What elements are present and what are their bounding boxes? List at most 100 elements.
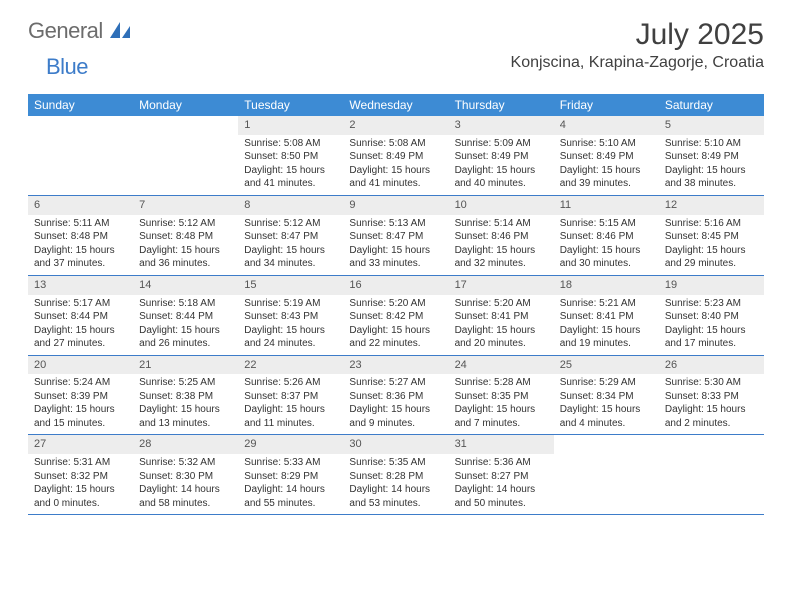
day-cell: 23Sunrise: 5:27 AMSunset: 8:36 PMDayligh… [343, 356, 448, 435]
daylight-text: Daylight: 15 hours and 7 minutes. [455, 403, 548, 430]
daylight-text: Daylight: 14 hours and 55 minutes. [244, 483, 337, 510]
day-content: Sunrise: 5:31 AMSunset: 8:32 PMDaylight:… [28, 454, 133, 514]
sunrise-text: Sunrise: 5:08 AM [349, 137, 442, 151]
day-cell: 16Sunrise: 5:20 AMSunset: 8:42 PMDayligh… [343, 276, 448, 355]
daylight-text: Daylight: 15 hours and 36 minutes. [139, 244, 232, 271]
day-number: 27 [28, 435, 133, 454]
day-number [133, 116, 238, 135]
week-row: 6Sunrise: 5:11 AMSunset: 8:48 PMDaylight… [28, 196, 764, 276]
day-number: 21 [133, 356, 238, 375]
sunset-text: Sunset: 8:46 PM [560, 230, 653, 244]
sunrise-text: Sunrise: 5:26 AM [244, 376, 337, 390]
day-cell: 15Sunrise: 5:19 AMSunset: 8:43 PMDayligh… [238, 276, 343, 355]
sunrise-text: Sunrise: 5:12 AM [244, 217, 337, 231]
title-block: July 2025 Konjscina, Krapina-Zagorje, Cr… [511, 18, 764, 72]
day-content: Sunrise: 5:10 AMSunset: 8:49 PMDaylight:… [659, 135, 764, 195]
sunset-text: Sunset: 8:36 PM [349, 390, 442, 404]
day-content: Sunrise: 5:12 AMSunset: 8:48 PMDaylight:… [133, 215, 238, 275]
day-cell: 31Sunrise: 5:36 AMSunset: 8:27 PMDayligh… [449, 435, 554, 514]
sunset-text: Sunset: 8:44 PM [139, 310, 232, 324]
day-number: 24 [449, 356, 554, 375]
day-cell: 14Sunrise: 5:18 AMSunset: 8:44 PMDayligh… [133, 276, 238, 355]
day-cell: 29Sunrise: 5:33 AMSunset: 8:29 PMDayligh… [238, 435, 343, 514]
day-number: 15 [238, 276, 343, 295]
week-row: 20Sunrise: 5:24 AMSunset: 8:39 PMDayligh… [28, 356, 764, 436]
sunrise-text: Sunrise: 5:33 AM [244, 456, 337, 470]
sunrise-text: Sunrise: 5:20 AM [349, 297, 442, 311]
month-title: July 2025 [511, 18, 764, 52]
daylight-text: Daylight: 15 hours and 2 minutes. [665, 403, 758, 430]
day-number: 29 [238, 435, 343, 454]
sunrise-text: Sunrise: 5:15 AM [560, 217, 653, 231]
day-number: 8 [238, 196, 343, 215]
day-cell: 6Sunrise: 5:11 AMSunset: 8:48 PMDaylight… [28, 196, 133, 275]
day-number: 22 [238, 356, 343, 375]
daylight-text: Daylight: 15 hours and 27 minutes. [34, 324, 127, 351]
day-cell [133, 116, 238, 195]
sunset-text: Sunset: 8:43 PM [244, 310, 337, 324]
daylight-text: Daylight: 15 hours and 26 minutes. [139, 324, 232, 351]
daylight-text: Daylight: 15 hours and 37 minutes. [34, 244, 127, 271]
sunrise-text: Sunrise: 5:11 AM [34, 217, 127, 231]
brand-text-general: General [28, 18, 103, 43]
day-cell: 8Sunrise: 5:12 AMSunset: 8:47 PMDaylight… [238, 196, 343, 275]
day-cell: 12Sunrise: 5:16 AMSunset: 8:45 PMDayligh… [659, 196, 764, 275]
daylight-text: Daylight: 15 hours and 33 minutes. [349, 244, 442, 271]
day-number: 13 [28, 276, 133, 295]
sunrise-text: Sunrise: 5:20 AM [455, 297, 548, 311]
day-content: Sunrise: 5:20 AMSunset: 8:41 PMDaylight:… [449, 295, 554, 355]
daylight-text: Daylight: 15 hours and 9 minutes. [349, 403, 442, 430]
day-number: 12 [659, 196, 764, 215]
day-content: Sunrise: 5:16 AMSunset: 8:45 PMDaylight:… [659, 215, 764, 275]
daylight-text: Daylight: 15 hours and 40 minutes. [455, 164, 548, 191]
day-cell: 28Sunrise: 5:32 AMSunset: 8:30 PMDayligh… [133, 435, 238, 514]
sunset-text: Sunset: 8:44 PM [34, 310, 127, 324]
day-cell: 18Sunrise: 5:21 AMSunset: 8:41 PMDayligh… [554, 276, 659, 355]
sunset-text: Sunset: 8:27 PM [455, 470, 548, 484]
daylight-text: Daylight: 15 hours and 38 minutes. [665, 164, 758, 191]
day-number: 4 [554, 116, 659, 135]
weekday-header: Saturday [659, 94, 764, 116]
day-number: 16 [343, 276, 448, 295]
daylight-text: Daylight: 15 hours and 15 minutes. [34, 403, 127, 430]
day-cell [554, 435, 659, 514]
weekday-header: Wednesday [343, 94, 448, 116]
brand-logo: General Blue [28, 18, 132, 80]
day-number: 18 [554, 276, 659, 295]
day-content: Sunrise: 5:20 AMSunset: 8:42 PMDaylight:… [343, 295, 448, 355]
day-content: Sunrise: 5:13 AMSunset: 8:47 PMDaylight:… [343, 215, 448, 275]
day-number: 14 [133, 276, 238, 295]
daylight-text: Daylight: 15 hours and 41 minutes. [349, 164, 442, 191]
sunrise-text: Sunrise: 5:28 AM [455, 376, 548, 390]
daylight-text: Daylight: 14 hours and 53 minutes. [349, 483, 442, 510]
day-number: 2 [343, 116, 448, 135]
daylight-text: Daylight: 15 hours and 13 minutes. [139, 403, 232, 430]
daylight-text: Daylight: 15 hours and 19 minutes. [560, 324, 653, 351]
weekday-header-row: SundayMondayTuesdayWednesdayThursdayFrid… [28, 94, 764, 116]
day-cell: 19Sunrise: 5:23 AMSunset: 8:40 PMDayligh… [659, 276, 764, 355]
sunrise-text: Sunrise: 5:21 AM [560, 297, 653, 311]
day-number: 20 [28, 356, 133, 375]
day-number [28, 116, 133, 135]
sunrise-text: Sunrise: 5:32 AM [139, 456, 232, 470]
sunset-text: Sunset: 8:30 PM [139, 470, 232, 484]
day-number [659, 435, 764, 454]
day-content: Sunrise: 5:35 AMSunset: 8:28 PMDaylight:… [343, 454, 448, 514]
day-content: Sunrise: 5:21 AMSunset: 8:41 PMDaylight:… [554, 295, 659, 355]
day-number: 28 [133, 435, 238, 454]
day-content: Sunrise: 5:25 AMSunset: 8:38 PMDaylight:… [133, 374, 238, 434]
sunrise-text: Sunrise: 5:10 AM [560, 137, 653, 151]
day-cell [28, 116, 133, 195]
sunset-text: Sunset: 8:41 PM [455, 310, 548, 324]
sunrise-text: Sunrise: 5:19 AM [244, 297, 337, 311]
day-content: Sunrise: 5:11 AMSunset: 8:48 PMDaylight:… [28, 215, 133, 275]
weekday-header: Thursday [449, 94, 554, 116]
sunset-text: Sunset: 8:49 PM [560, 150, 653, 164]
daylight-text: Daylight: 15 hours and 39 minutes. [560, 164, 653, 191]
sunset-text: Sunset: 8:35 PM [455, 390, 548, 404]
day-cell: 13Sunrise: 5:17 AMSunset: 8:44 PMDayligh… [28, 276, 133, 355]
day-content: Sunrise: 5:08 AMSunset: 8:49 PMDaylight:… [343, 135, 448, 195]
page-header: General Blue July 2025 Konjscina, Krapin… [0, 0, 792, 86]
location-text: Konjscina, Krapina-Zagorje, Croatia [511, 54, 764, 72]
sunrise-text: Sunrise: 5:36 AM [455, 456, 548, 470]
